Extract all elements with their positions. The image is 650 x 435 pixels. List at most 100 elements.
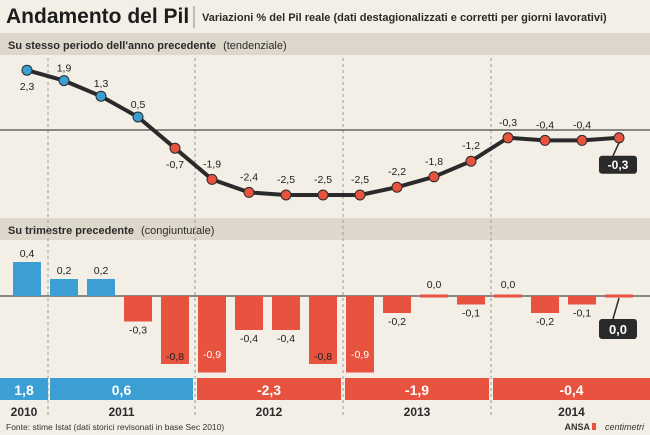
bar — [87, 279, 115, 296]
bar — [272, 296, 300, 330]
annual-box — [345, 378, 489, 400]
bar-value-label: 0,0 — [501, 279, 516, 291]
line-point — [613, 132, 625, 144]
bar — [494, 294, 522, 298]
bar — [420, 294, 448, 298]
line-value-label: -2,5 — [314, 174, 332, 186]
year-label: 2013 — [404, 405, 431, 419]
line-value-label: -0,3 — [499, 117, 517, 129]
year-label: 2014 — [558, 405, 585, 419]
line-last-value-box — [599, 155, 637, 174]
bar — [161, 296, 189, 364]
bar — [13, 262, 41, 296]
annual-value: -2,3 — [257, 382, 281, 398]
annual-strip: 1,8 0,6 -2,3 -1,9 -0,4 — [0, 378, 650, 400]
bar — [309, 296, 337, 364]
bar — [198, 296, 226, 373]
line-point — [428, 171, 440, 183]
bar — [124, 296, 152, 322]
line-point — [206, 173, 218, 185]
line-point — [58, 75, 70, 87]
line-value-label: 1,3 — [94, 78, 109, 90]
line-point — [391, 181, 403, 193]
top-section-band — [0, 33, 650, 55]
bar-value-label: -0,8 — [314, 351, 332, 363]
line-point — [576, 134, 588, 146]
year-label: 2012 — [256, 405, 283, 419]
bar-value-label: -0,3 — [129, 325, 147, 337]
bar-value-label: -0,2 — [388, 316, 406, 328]
bar — [50, 279, 78, 296]
annual-value: -1,9 — [405, 382, 429, 398]
bar-chart: 0,4 0,2 0,2 -0,3 -0,8 -0,9 -0,4 -0,4 -0,8 -0,9 -0,… — [0, 248, 650, 373]
credit-centimetri: centimetri — [605, 422, 645, 432]
line-point — [539, 134, 551, 146]
year-label: 2010 — [11, 405, 38, 419]
credit-ansa: ANSA — [564, 422, 590, 432]
top-section-title: Su stesso periodo dell'anno precedente (… — [8, 40, 287, 52]
line-value-label: -2,4 — [240, 171, 258, 183]
top-section-label: Su stesso periodo dell'anno precedente — [8, 40, 216, 52]
bar-last-value-box — [599, 319, 637, 339]
line-point — [169, 142, 181, 154]
line-value-label: 2,3 — [20, 81, 35, 93]
annual-value: 0,6 — [112, 382, 132, 398]
line-value-label: -2,5 — [277, 174, 295, 186]
year-label: 2011 — [108, 405, 134, 419]
line-point — [354, 189, 366, 201]
line-chart: 2,3 1,9 1,3 0,5 -0,7 -1,9 -2,4 -2,5 -2,5 -2,5 -2,2… — [0, 63, 650, 201]
bar-value-label: -0,8 — [166, 351, 184, 363]
line-point — [502, 132, 514, 144]
line-value-label: -0,4 — [573, 119, 591, 131]
main-title: Andamento del Pil — [6, 5, 189, 28]
bar-value-label: -0,1 — [573, 308, 591, 320]
bar-value-label: -0,9 — [351, 349, 369, 361]
annual-box — [493, 378, 650, 400]
source-note: Fonte: stime Istat (dati storici revison… — [6, 422, 224, 432]
top-section-note: (tendenziale) — [223, 40, 287, 52]
bar — [346, 296, 374, 373]
bar — [568, 296, 596, 305]
line-value-label: -0,7 — [166, 159, 184, 171]
bottom-section-note: (congiunturale) — [141, 225, 214, 237]
bar-value-label: -0,4 — [240, 333, 258, 345]
year-labels: 2010 2011 2012 2013 2014 — [11, 405, 586, 419]
line-point — [21, 64, 33, 76]
annual-box — [0, 378, 48, 400]
bar — [531, 296, 559, 313]
bar — [235, 296, 263, 330]
line-value-label: 1,9 — [57, 63, 72, 75]
line-value-label: -1,9 — [203, 158, 221, 170]
bar-value-label: -0,1 — [462, 308, 480, 320]
line-value-label: 0,5 — [131, 99, 146, 111]
line-value-label: -1,8 — [425, 156, 443, 168]
line-last-value-pointer — [612, 142, 620, 157]
line-value-label: -0,4 — [536, 119, 554, 131]
line-value-label: -2,5 — [351, 174, 369, 186]
bottom-section-title: Su trimestre precedente (congiunturale) — [8, 225, 214, 237]
year-separators — [47, 58, 492, 418]
subtitle: Variazioni % del Pil reale (dati destagi… — [202, 12, 607, 24]
line-point — [317, 189, 329, 201]
bar-value-label: 0,0 — [609, 322, 627, 337]
bar-value-label: 0,0 — [427, 279, 442, 291]
line-value-label: -0,3 — [608, 158, 629, 172]
bar — [383, 296, 411, 313]
line-point — [95, 90, 107, 102]
bar-value-label: -0,9 — [203, 349, 221, 361]
credit-mark — [592, 423, 596, 430]
annual-box — [50, 378, 193, 400]
annual-box — [197, 378, 341, 400]
bottom-section-band — [0, 218, 650, 240]
line-value-label: -2,2 — [388, 166, 406, 178]
bar-value-label: -0,4 — [277, 333, 295, 345]
bottom-section-label: Su trimestre precedente — [8, 225, 134, 237]
bar-value-label: 0,4 — [20, 248, 35, 260]
bar-value-label: -0,2 — [536, 316, 554, 328]
annual-value: 1,8 — [14, 382, 34, 398]
line-point — [243, 186, 255, 198]
bar — [457, 296, 485, 305]
bar-value-label: 0,2 — [94, 265, 109, 277]
line-value-label: -1,2 — [462, 140, 480, 152]
